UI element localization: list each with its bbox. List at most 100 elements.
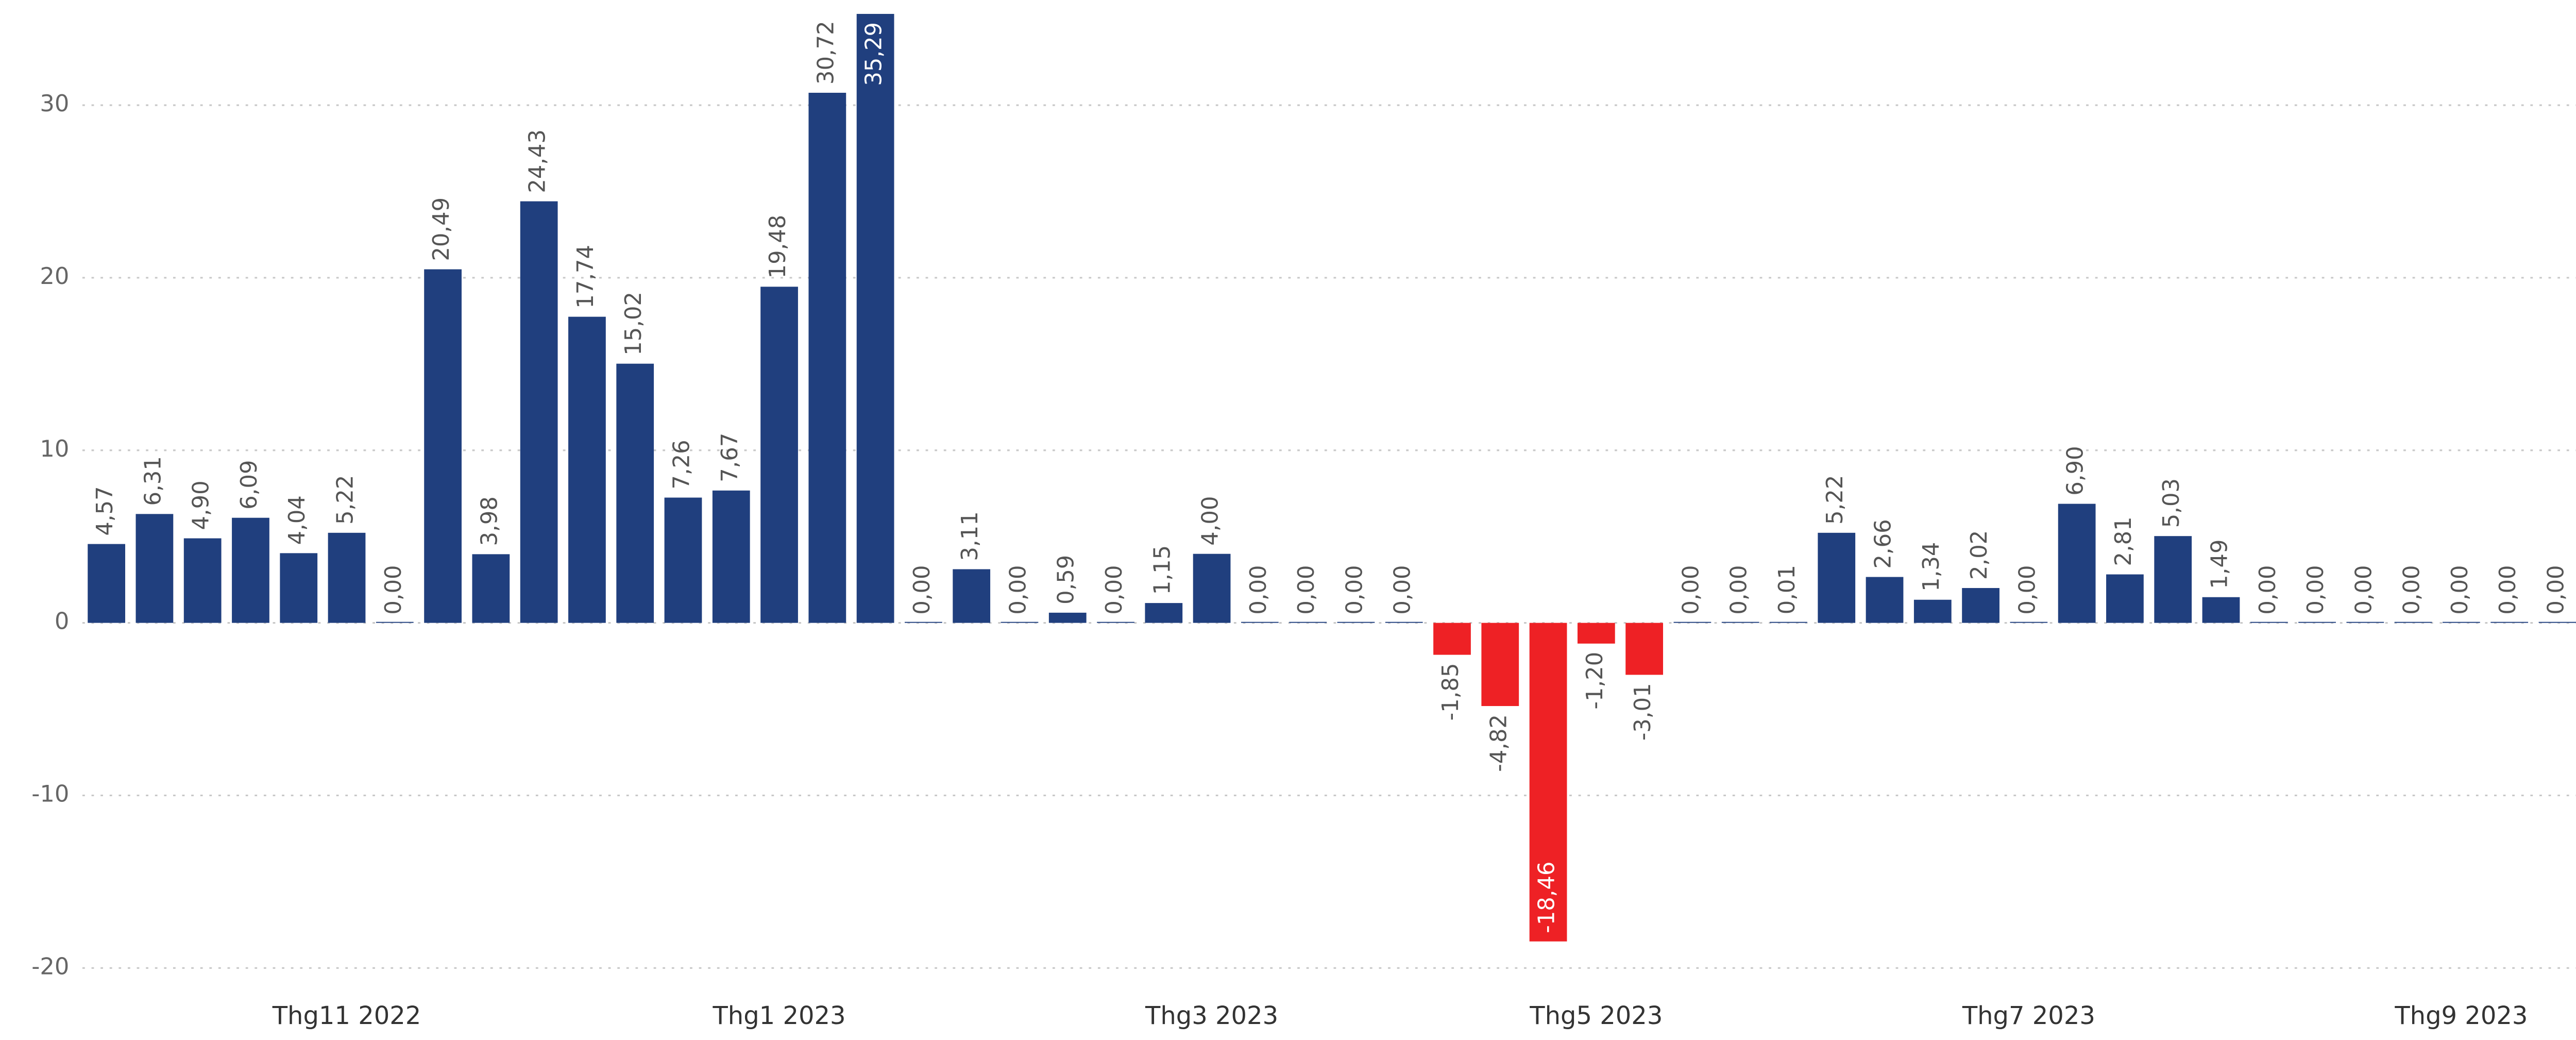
x-tick-label: Thg9 2023 — [2394, 1001, 2528, 1030]
bar — [232, 517, 269, 623]
data-label: 0,00 — [1101, 565, 1127, 614]
bar — [328, 532, 366, 623]
bar — [2538, 622, 2576, 623]
data-label: 3,11 — [957, 511, 983, 561]
data-label: 0,00 — [2495, 565, 2521, 614]
data-label: 4,00 — [1198, 496, 1224, 546]
data-label: 5,22 — [333, 475, 359, 525]
data-label: 17,74 — [573, 245, 599, 309]
bar — [2443, 622, 2480, 623]
data-label: -1,20 — [1582, 652, 1608, 710]
bar — [1241, 622, 1279, 623]
bar — [376, 622, 414, 623]
bar — [135, 514, 174, 623]
bar — [1673, 622, 1711, 623]
data-label: 0,00 — [1246, 565, 1272, 614]
y-tick-label: -10 — [31, 780, 69, 807]
bar — [2346, 622, 2384, 623]
bar — [1385, 622, 1423, 623]
data-label: 0,00 — [2303, 565, 2329, 614]
bar — [520, 201, 558, 623]
y-tick-label: 20 — [40, 262, 69, 290]
bar — [2394, 622, 2432, 623]
bar — [424, 269, 462, 623]
data-label: 3,98 — [477, 496, 502, 546]
data-label: 0,00 — [1342, 565, 1367, 614]
data-label: 6,90 — [2063, 446, 2089, 495]
bar — [2058, 504, 2096, 623]
bar — [1337, 622, 1375, 623]
data-label: -3,01 — [1630, 683, 1656, 741]
data-label: 4,90 — [189, 480, 214, 530]
bar — [2106, 574, 2144, 623]
data-label: 0,00 — [1390, 565, 1416, 614]
data-label: 0,00 — [2399, 565, 2425, 614]
data-label: 24,43 — [525, 129, 551, 193]
bar — [1097, 622, 1134, 623]
bar — [616, 363, 654, 623]
bar — [568, 316, 606, 623]
data-label: 4,04 — [284, 495, 310, 545]
y-tick-label: -20 — [31, 952, 69, 980]
bar — [1962, 588, 1999, 623]
bar — [1193, 553, 1231, 623]
x-tick-label: Thg1 2023 — [713, 1001, 846, 1030]
data-label: 7,67 — [717, 433, 743, 482]
x-tick-label: Thg11 2022 — [272, 1001, 421, 1030]
bar — [712, 490, 750, 623]
data-label: 0,00 — [2447, 565, 2473, 614]
data-label: 2,66 — [1871, 519, 1896, 568]
data-label: 0,00 — [1678, 565, 1704, 614]
bar — [2250, 622, 2288, 623]
data-label: 6,09 — [236, 460, 262, 510]
bar — [2154, 536, 2192, 623]
bar — [856, 13, 894, 623]
bar — [1048, 612, 1087, 623]
bar — [1529, 623, 1567, 942]
data-label: 0,00 — [2351, 565, 2377, 614]
bar — [280, 553, 318, 623]
data-label: 0,00 — [909, 565, 935, 614]
bar — [1721, 622, 1759, 623]
x-tick-label: Thg7 2023 — [1962, 1001, 2095, 1030]
data-label: 0,00 — [2543, 565, 2569, 614]
y-tick-label: 10 — [40, 435, 69, 462]
bar — [1625, 623, 1663, 675]
data-label: 0,00 — [2014, 565, 2040, 614]
data-label: -1,85 — [1438, 663, 1464, 721]
data-label: 2,02 — [1967, 530, 1992, 580]
data-label: -4,82 — [1486, 714, 1512, 772]
data-label: 4,57 — [92, 486, 118, 535]
data-label: 30,72 — [813, 21, 839, 85]
bar — [1577, 623, 1615, 644]
bar — [2490, 622, 2529, 623]
bar — [905, 622, 942, 623]
data-label: 7,26 — [669, 440, 694, 489]
bar — [760, 287, 798, 623]
data-label: 0,00 — [2255, 565, 2281, 614]
bar — [1001, 622, 1039, 623]
data-label: 2,81 — [2111, 516, 2137, 566]
bar — [2010, 622, 2048, 623]
data-label: 1,15 — [1149, 545, 1175, 595]
data-label: 0,00 — [1294, 565, 1319, 614]
x-tick-label: Thg3 2023 — [1145, 1001, 1278, 1030]
data-label: 0,00 — [381, 565, 406, 614]
data-label: 5,03 — [2159, 478, 2184, 528]
bar — [1818, 532, 1856, 623]
data-label: 20,49 — [429, 197, 454, 261]
bar — [808, 92, 846, 623]
data-label: 35,29 — [861, 22, 887, 86]
x-tick-label: Thg5 2023 — [1529, 1001, 1663, 1030]
y-tick-label: 30 — [40, 90, 69, 117]
bar — [1770, 622, 1807, 623]
data-label: 0,00 — [1726, 565, 1752, 614]
bar — [472, 554, 510, 623]
data-label: 19,48 — [765, 215, 791, 279]
data-label: 1,34 — [1919, 542, 1944, 592]
bar — [183, 538, 222, 623]
bar — [1913, 599, 1952, 623]
bar — [2202, 597, 2240, 623]
